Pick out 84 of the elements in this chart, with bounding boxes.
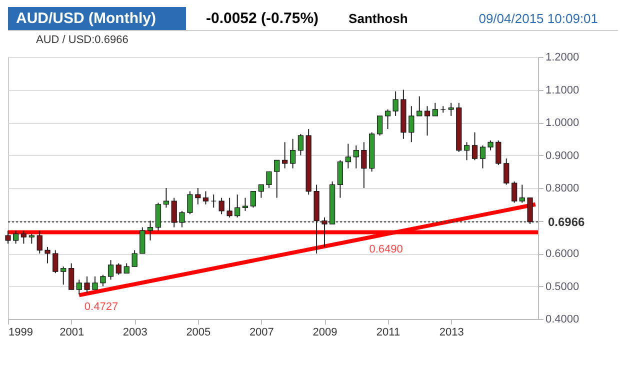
y-tick-label: 1.2000 [546, 52, 580, 64]
candlestick [171, 197, 177, 228]
x-tick-label: 2013 [439, 326, 464, 338]
candlestick [132, 250, 138, 268]
x-tick-label: 2001 [60, 326, 84, 338]
x-tick-label: 2009 [312, 326, 338, 338]
candlestick [5, 230, 11, 244]
y-tick-label: 1.0000 [546, 117, 580, 129]
text: 09/04/2015 10:09:01 [478, 10, 599, 26]
candlestick [337, 160, 343, 198]
candlestick [13, 230, 19, 244]
candlestick [68, 262, 74, 290]
candlestick [361, 142, 367, 188]
candlestick [432, 102, 438, 116]
candlestick [424, 106, 430, 136]
candlestick [384, 108, 391, 130]
candlestick [202, 190, 209, 205]
candlestick [266, 171, 272, 188]
candlestick [187, 190, 193, 215]
candlestick [392, 90, 398, 116]
candlestick [512, 180, 518, 204]
candlestick [250, 190, 256, 208]
candlestick [234, 194, 240, 218]
candlestick [472, 132, 478, 161]
y-tick-label: 0.8000 [546, 182, 580, 194]
candlestick [298, 133, 304, 156]
candlestick [416, 96, 422, 116]
candlestick [480, 144, 486, 169]
x-tick-label: 1999 [8, 326, 33, 338]
chart-title: AUD/USD (Monthly) [8, 6, 186, 30]
candlestick [226, 197, 232, 218]
candlestick [504, 158, 510, 186]
candlestick [322, 216, 328, 248]
candlestick [116, 262, 122, 276]
x-tick-label: 2005 [186, 326, 211, 338]
candlestick [179, 210, 185, 228]
candlestick [28, 233, 34, 244]
candlestick [92, 276, 98, 290]
text: AUD / USD:0.6966 [36, 34, 130, 46]
candlestick [36, 230, 42, 254]
candlestick [290, 138, 296, 169]
candlestick [440, 106, 446, 114]
candlestick [44, 246, 50, 264]
candlestick [376, 115, 383, 136]
candlestick [496, 140, 502, 166]
candlestick [155, 202, 162, 232]
candlestick [195, 188, 201, 205]
candlestick [408, 106, 414, 143]
y-tick-label: 0.9000 [546, 150, 580, 162]
candlestick [488, 140, 494, 151]
y-tick-label: 0.5000 [546, 280, 580, 293]
candlestick [76, 279, 82, 295]
candlestick [100, 274, 106, 287]
candlestick [210, 194, 216, 208]
candlestick [242, 197, 248, 212]
candlestick [20, 230, 26, 244]
candlestick [108, 260, 114, 280]
annotation: 0.6490 [369, 243, 403, 256]
candlestick [448, 102, 454, 116]
text: Santhosh [348, 10, 409, 26]
candlestick [218, 197, 224, 215]
candlestick [163, 188, 170, 208]
candlestick [274, 160, 280, 198]
y-tick-label: 1.1000 [546, 84, 580, 96]
candlestick [464, 142, 470, 161]
candlestick [147, 220, 154, 241]
candlestick [353, 144, 359, 169]
candlestick [519, 184, 525, 204]
candlestick [84, 276, 90, 294]
chart-subtitle: -0.0052 (-0.75%) [204, 10, 320, 26]
ref-line-label: 0.6966 [548, 214, 586, 229]
candlestick [258, 184, 264, 198]
candlestick [60, 266, 66, 286]
candlestick [345, 143, 351, 169]
x-tick-label: 2011 [376, 326, 400, 338]
annotation: 0.4727 [84, 301, 118, 314]
x-tick-label: 2007 [249, 326, 274, 338]
candlestick [52, 250, 58, 274]
candlestick [140, 226, 146, 254]
y-tick-label: 0.6000 [546, 248, 580, 260]
candlestick [282, 142, 288, 169]
candlestick [124, 262, 130, 274]
y-tick-label: 0.4000 [546, 314, 580, 326]
x-tick-label: 2003 [122, 326, 148, 338]
